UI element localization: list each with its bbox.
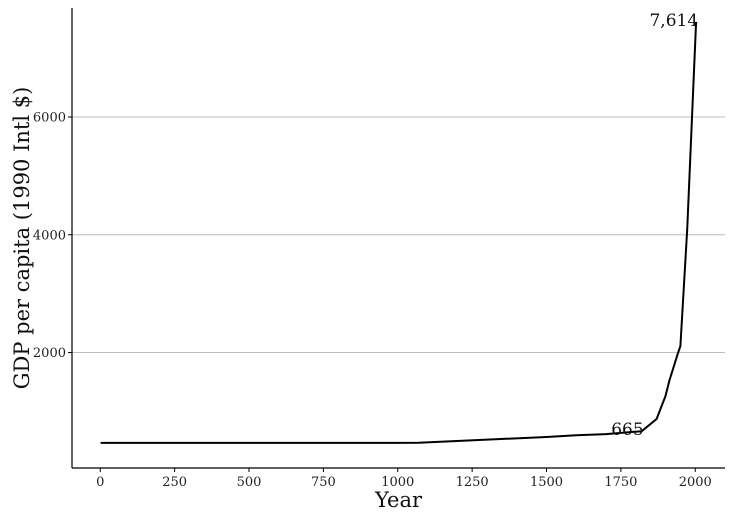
x-tick-label: 2000	[679, 475, 712, 490]
axis-ticks: 0 250 500 750 1000 1250 1500 1750 2000 2000 4000 60…	[33, 110, 712, 490]
x-tick-label: 750	[311, 475, 336, 490]
x-tick-label: 0	[96, 475, 104, 490]
annotation-label: 665	[611, 420, 643, 440]
annotation-label: 7,614	[649, 11, 698, 31]
y-tick-label: 6000	[33, 110, 66, 125]
y-axis-title: GDP per capita (1990 Intl $)	[10, 87, 34, 390]
x-tick-label: 1750	[604, 475, 637, 490]
x-tick-label: 250	[162, 475, 187, 490]
x-tick-label: 1250	[456, 475, 489, 490]
y-tick-label: 2000	[33, 346, 66, 361]
annotations: 665 7,614	[611, 11, 698, 440]
series-line-gdp-per-capita	[100, 21, 698, 444]
x-axis-title: Year	[374, 488, 423, 512]
x-tick-label: 1500	[530, 475, 563, 490]
gridlines	[72, 116, 725, 354]
x-tick-label: 500	[237, 475, 262, 490]
y-tick-label: 4000	[33, 228, 66, 243]
x-tick-label: 1000	[381, 475, 414, 490]
